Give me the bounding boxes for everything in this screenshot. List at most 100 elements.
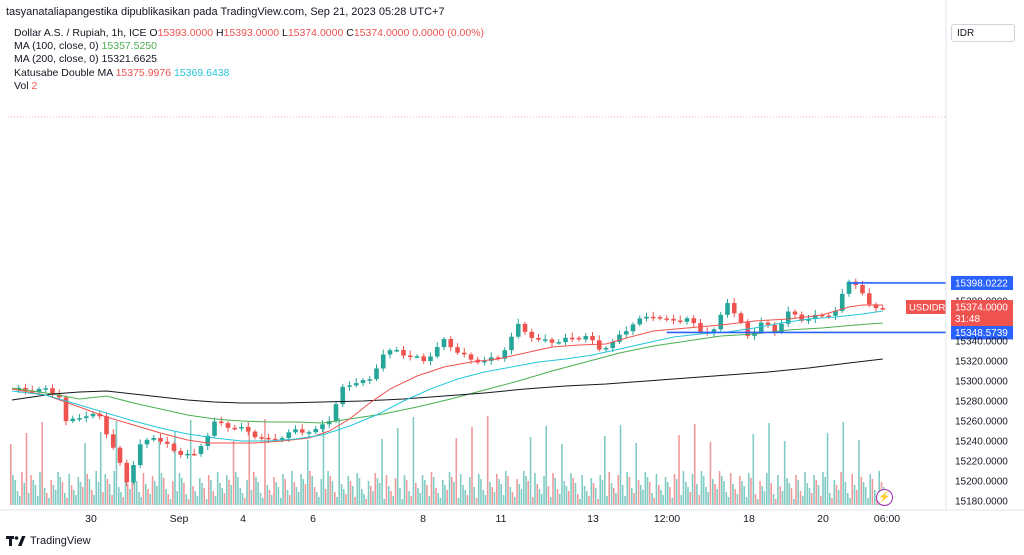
volume-bar xyxy=(331,481,334,505)
volume-bar xyxy=(520,489,523,505)
volume-bar xyxy=(806,483,809,505)
volume-bar xyxy=(30,475,32,505)
volume-bar xyxy=(291,471,293,505)
candle-body xyxy=(380,354,386,369)
volume-bar xyxy=(369,486,372,505)
volume-bar xyxy=(466,495,469,505)
volume-bar xyxy=(747,473,750,505)
volume-bar xyxy=(680,495,683,505)
volume-bar xyxy=(763,491,766,505)
volume-bar xyxy=(187,499,190,505)
katusabe-legend-row[interactable]: Katusabe Double MA 15375.9976 15369.6438 xyxy=(14,67,484,80)
volume-bar xyxy=(556,489,559,505)
candle-body xyxy=(671,318,676,321)
lightning-icon[interactable]: ⚡ xyxy=(876,489,893,506)
volume-bar xyxy=(361,489,363,505)
volume-bar xyxy=(412,417,415,505)
volume-bar xyxy=(459,474,462,505)
ohlc-high-value: 15393.0000 xyxy=(223,27,280,39)
volume-bar xyxy=(729,473,732,505)
volume-bar xyxy=(849,498,851,505)
volume-bar xyxy=(280,498,282,505)
candle-body xyxy=(637,318,643,325)
candle-body xyxy=(812,314,818,319)
candle-body xyxy=(272,438,278,441)
volume-bar xyxy=(315,492,318,505)
volume-bar xyxy=(383,499,386,505)
volume-bar xyxy=(79,482,82,505)
volume-bar xyxy=(550,497,552,505)
volume-bar xyxy=(302,479,305,505)
volume-bar xyxy=(743,486,745,505)
volume-legend-row[interactable]: Vol 2 xyxy=(14,80,484,93)
volume-bar xyxy=(833,480,836,505)
volume-bar xyxy=(606,496,608,505)
currency-selector[interactable]: IDR xyxy=(951,24,1015,42)
candle-body xyxy=(286,432,292,438)
candle-body xyxy=(360,380,366,384)
volume-bar xyxy=(32,480,35,505)
volume-bar xyxy=(444,485,446,505)
volume-bar xyxy=(860,477,863,505)
candle-body xyxy=(131,465,136,483)
time-tick-label: 18 xyxy=(743,513,755,525)
candle-body xyxy=(333,404,339,422)
volume-bar xyxy=(381,439,383,505)
volume-bar xyxy=(356,473,359,505)
tradingview-branding[interactable]: TradingView xyxy=(6,535,91,547)
volume-bar xyxy=(261,498,264,505)
volume-bar xyxy=(41,422,43,505)
candle-body xyxy=(353,383,359,386)
volume-bar xyxy=(567,491,570,505)
candle-body xyxy=(644,316,649,319)
volume-bar xyxy=(837,490,840,505)
ma100-line xyxy=(11,322,883,424)
candle-body xyxy=(185,453,190,456)
ma200-line xyxy=(11,358,883,404)
horizontal-lines: 15398.0222 15348.5739 xyxy=(666,275,1013,340)
volume-bar xyxy=(741,481,743,505)
volume-bar xyxy=(655,474,658,505)
candle-body xyxy=(421,356,427,362)
volume-bar xyxy=(637,480,640,505)
candle-body xyxy=(164,441,170,444)
volume-bar xyxy=(518,484,521,505)
volume-bar xyxy=(450,477,453,505)
time-axis[interactable]: 30 Sep 4 6 8 11 13 12:00 18 20 06:00 xyxy=(85,513,900,525)
symbol-legend-row[interactable]: Dollar A.S. / Rupiah, 1h, ICE O15393.000… xyxy=(14,27,484,40)
volume-bar xyxy=(423,480,426,505)
volume-bar xyxy=(768,423,770,505)
volume-bar xyxy=(473,487,475,505)
volume-bar xyxy=(464,490,467,505)
volume-bar xyxy=(817,485,820,505)
volume-bar xyxy=(363,494,365,505)
volume-bar xyxy=(282,474,284,505)
volume-bar xyxy=(770,483,772,505)
ma100-legend-row[interactable]: MA (100, close, 0) 15357.5250 xyxy=(14,40,484,53)
volume-bar xyxy=(543,476,545,505)
volume-bar xyxy=(712,479,714,505)
publisher-line: tasyanataliapangestika dipublikasikan pa… xyxy=(6,6,445,18)
volume-bar xyxy=(842,422,845,505)
volume-bar xyxy=(577,494,579,505)
volume-bar xyxy=(250,490,253,505)
volume-bar xyxy=(223,493,226,505)
volume-bar xyxy=(347,476,350,505)
volume-bar xyxy=(351,486,354,505)
volume-bar xyxy=(864,487,867,505)
volume-bar xyxy=(365,499,367,505)
time-tick-label: 30 xyxy=(85,513,97,525)
volume-bar xyxy=(529,437,532,505)
volume-bar xyxy=(799,491,802,505)
volume-bar xyxy=(570,473,572,505)
volume-bar xyxy=(448,472,451,505)
volume-bar xyxy=(162,478,165,505)
candle-body xyxy=(218,421,224,424)
volume-bar xyxy=(216,472,219,505)
volume-bar xyxy=(313,487,316,505)
ma200-legend-row[interactable]: MA (200, close, 0) 15321.6625 xyxy=(14,53,484,66)
volume-bar xyxy=(592,483,595,505)
price-axis[interactable]: 15180.0000 15200.0000 15220.0000 15240.0000… xyxy=(906,297,1013,508)
candle-body xyxy=(610,341,616,349)
